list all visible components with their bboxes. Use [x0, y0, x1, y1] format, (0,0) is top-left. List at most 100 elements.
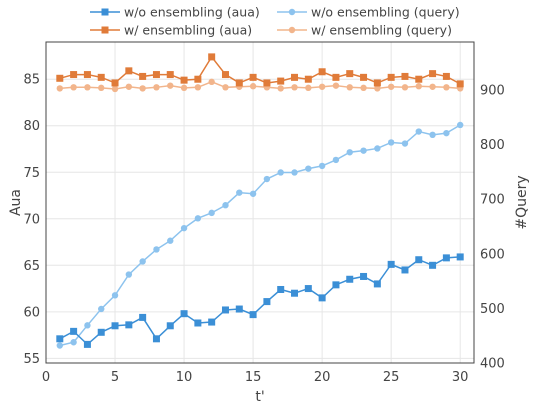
- y-right-tick-label: 900: [480, 84, 505, 99]
- legend-item[interactable]: w/ ensembling (aua): [90, 23, 252, 38]
- series-line-w-ensembling-aua: [59, 55, 461, 85]
- data-point-w-o-ensembling-aua: [111, 322, 119, 330]
- data-point-w-ensembling-aua: [318, 68, 326, 76]
- data-point-w-o-ensembling-query: [360, 147, 367, 154]
- data-point-w-o-ensembling-aua: [221, 306, 229, 314]
- data-point-w-ensembling-aua: [235, 79, 243, 87]
- data-point-w-ensembling-aua: [373, 79, 381, 87]
- data-point-w-ensembling-query: [111, 85, 119, 93]
- data-point-w-ensembling-aua: [70, 71, 78, 79]
- series-line-w-ensembling-query: [59, 81, 461, 90]
- data-point-w-ensembling-aua: [56, 74, 64, 82]
- x-tick-label: 15: [245, 370, 262, 385]
- data-point-w-ensembling-query: [153, 84, 160, 91]
- data-point-w-o-ensembling-query: [332, 156, 340, 164]
- data-point-w-ensembling-aua: [208, 53, 216, 61]
- y-left-tick-label: 85: [23, 73, 40, 88]
- data-point-w-o-ensembling-query: [125, 271, 133, 278]
- data-point-w-ensembling-aua: [97, 73, 105, 81]
- data-point-w-o-ensembling-query: [208, 209, 215, 217]
- data-point-w-ensembling-aua: [125, 67, 133, 75]
- data-point-w-o-ensembling-query: [443, 129, 450, 137]
- data-point-w-ensembling-aua: [83, 71, 91, 79]
- y-left-tick-label: 80: [23, 119, 40, 134]
- data-point-w-ensembling-query: [443, 84, 450, 91]
- data-point-w-ensembling-query: [125, 83, 133, 90]
- y-right-tick-label: 600: [480, 247, 505, 262]
- data-point-w-ensembling-aua: [332, 73, 340, 81]
- data-point-w-ensembling-aua: [221, 71, 229, 79]
- data-point-w-ensembling-query: [332, 82, 340, 89]
- data-point-w-ensembling-aua: [152, 71, 160, 79]
- data-point-w-ensembling-query: [429, 83, 436, 90]
- y-left-tick-label: 55: [23, 352, 40, 367]
- data-point-w-ensembling-query: [360, 84, 367, 92]
- x-tick-label: 10: [176, 370, 193, 385]
- data-point-w-o-ensembling-query: [56, 342, 64, 349]
- data-point-w-o-ensembling-aua: [277, 285, 285, 293]
- data-point-w-o-ensembling-query: [167, 237, 174, 244]
- y-left-tick-label: 70: [23, 212, 40, 227]
- legend-marker: [288, 8, 296, 16]
- data-point-w-ensembling-query: [56, 85, 64, 92]
- data-point-w-o-ensembling-query: [249, 190, 257, 197]
- data-point-w-ensembling-aua: [291, 73, 299, 81]
- data-point-w-ensembling-aua: [415, 75, 423, 83]
- data-point-w-o-ensembling-aua: [166, 322, 174, 330]
- legend-item[interactable]: w/o ensembling (query): [277, 5, 460, 20]
- data-point-w-o-ensembling-aua: [56, 335, 64, 343]
- data-point-w-ensembling-aua: [387, 73, 395, 81]
- data-point-w-ensembling-query: [401, 84, 409, 91]
- x-tick-label: 20: [314, 370, 331, 385]
- data-point-w-o-ensembling-query: [291, 169, 298, 176]
- x-tick-label: 5: [111, 370, 119, 385]
- data-point-w-o-ensembling-query: [84, 322, 91, 329]
- data-point-w-ensembling-query: [277, 85, 284, 92]
- data-point-w-o-ensembling-query: [277, 169, 284, 176]
- legend-label: w/ ensembling (query): [311, 23, 452, 38]
- x-tick-label: 25: [383, 370, 400, 385]
- data-point-w-o-ensembling-aua: [318, 294, 326, 302]
- data-point-w-ensembling-query: [222, 84, 229, 91]
- data-point-w-o-ensembling-aua: [291, 289, 299, 297]
- data-point-w-o-ensembling-query: [401, 140, 409, 147]
- data-point-w-o-ensembling-query: [194, 215, 202, 222]
- data-point-w-ensembling-query: [346, 84, 353, 91]
- data-point-w-o-ensembling-query: [387, 139, 395, 146]
- data-point-w-o-ensembling-aua: [208, 318, 216, 326]
- data-point-w-ensembling-aua: [139, 72, 147, 80]
- data-point-w-ensembling-aua: [263, 79, 271, 87]
- data-point-w-o-ensembling-aua: [97, 328, 105, 336]
- data-point-w-ensembling-aua: [442, 72, 450, 80]
- data-point-w-ensembling-aua: [401, 72, 409, 80]
- y-right-tick-label: 800: [480, 138, 505, 153]
- series-line-w-o-ensembling-query: [59, 124, 461, 347]
- data-point-w-o-ensembling-aua: [194, 319, 202, 327]
- data-point-w-ensembling-query: [208, 78, 215, 86]
- x-axis-title: t': [255, 389, 264, 405]
- legend-item[interactable]: w/o ensembling (aua): [90, 5, 260, 20]
- data-point-w-o-ensembling-query: [263, 175, 271, 183]
- data-point-w-ensembling-query: [249, 83, 257, 90]
- legend-marker: [288, 26, 296, 34]
- legend-item[interactable]: w/ ensembling (query): [277, 23, 452, 38]
- data-point-w-o-ensembling-query: [429, 131, 436, 139]
- y-left-tick-label: 65: [23, 259, 40, 274]
- data-point-w-ensembling-query: [318, 83, 326, 90]
- data-point-w-ensembling-aua: [429, 70, 437, 78]
- data-point-w-o-ensembling-aua: [235, 305, 243, 313]
- data-point-w-o-ensembling-query: [374, 145, 381, 152]
- data-point-w-o-ensembling-query: [456, 121, 464, 129]
- data-point-w-ensembling-aua: [249, 73, 257, 81]
- legend[interactable]: w/o ensembling (aua) w/ ensembling (aua) w…: [90, 5, 460, 38]
- data-point-w-ensembling-query: [84, 84, 91, 91]
- axis-layer: 0 5 10 15 20 25 30 55 60 65 70 75 80 85 400 500 600 700 80…: [8, 41, 530, 405]
- grid-layer: [45, 42, 474, 363]
- data-point-w-ensembling-aua: [194, 75, 202, 83]
- data-point-w-o-ensembling-aua: [373, 280, 381, 288]
- y-left-axis-title: Aua: [8, 189, 24, 216]
- data-point-w-o-ensembling-aua: [401, 266, 409, 274]
- data-point-w-o-ensembling-aua: [332, 281, 340, 289]
- data-point-w-o-ensembling-query: [346, 149, 353, 156]
- data-point-w-ensembling-query: [194, 84, 202, 91]
